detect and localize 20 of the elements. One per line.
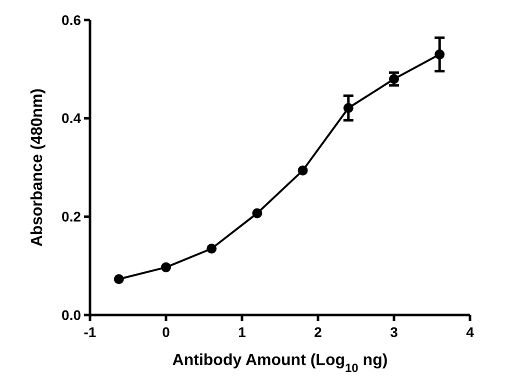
point	[206, 244, 217, 254]
y-tick-label: 0.6	[62, 12, 82, 28]
x-axis-title: Antibody Amount (Log$_{10}$ ng)	[172, 352, 388, 375]
point	[389, 74, 399, 84]
y-tick-label: 0.4	[62, 110, 82, 126]
point	[114, 274, 124, 284]
x-tick-label: 4	[466, 324, 474, 340]
point	[434, 49, 445, 60]
point	[252, 208, 262, 218]
x-tick-label: 0	[162, 324, 170, 340]
y-tick-label: 0.2	[62, 208, 82, 225]
x-tick-label: -1	[84, 324, 96, 340]
x-tick-label: 1	[238, 324, 246, 340]
point	[161, 262, 171, 272]
x-tick-label: 2	[314, 324, 322, 340]
y-axis-title: Absorbance (480nm)	[29, 88, 46, 247]
x-tick-label: 3	[390, 324, 398, 340]
point	[343, 103, 354, 114]
y-tick-label: 0.0	[62, 306, 82, 323]
point	[298, 165, 308, 176]
